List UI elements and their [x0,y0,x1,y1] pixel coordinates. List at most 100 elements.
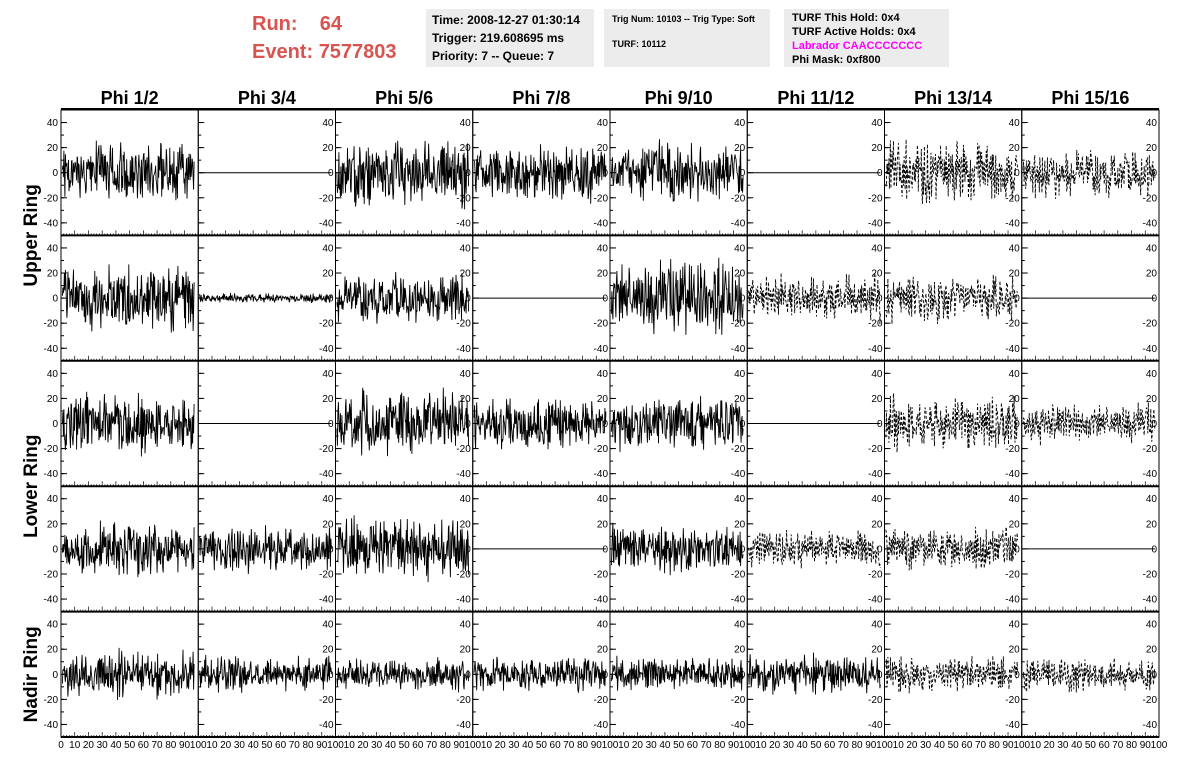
y-tick-label: 0 [1151,419,1157,430]
y-tick-label: -20 [44,569,59,580]
x-tick-label: 80 [851,740,863,751]
waveform-trace [610,395,744,453]
y-tick-label: -20 [731,193,746,204]
y-tick-label: 20 [597,645,609,656]
y-tick-label: 0 [877,168,883,179]
x-tick-label: 50 [673,740,685,751]
y-tick-label: 40 [1009,494,1021,505]
y-tick-label: 40 [47,494,59,505]
y-tick-label: 20 [322,394,334,405]
y-tick-label: -40 [319,469,334,480]
x-tick-label: 50 [261,740,273,751]
y-tick-label: 40 [322,243,334,254]
x-tick-label: 30 [783,740,795,751]
y-tick-label: -20 [594,444,609,455]
x-tick-label: 70 [838,740,850,751]
column-label: Phi 9/10 [645,88,713,108]
y-tick-label: 20 [47,519,59,530]
y-tick-label: 20 [597,394,609,405]
waveform-trace [61,140,195,201]
trigger-text: Trigger: 219.608695 ms [432,31,565,45]
y-tick-label: -40 [1005,218,1020,229]
y-tick-label: 40 [1009,620,1021,631]
turf-hold-text: TURF This Hold: 0x4 [792,12,900,24]
y-tick-label: 40 [597,243,609,254]
y-tick-label: 40 [47,369,59,380]
y-tick-label: -40 [868,720,883,731]
y-tick-label: 40 [1009,243,1021,254]
y-tick-label: -40 [1143,720,1158,731]
x-tick-label: 80 [440,740,452,751]
y-tick-label: -40 [1143,469,1158,480]
x-tick-label: 60 [412,740,424,751]
y-tick-label: 0 [1014,168,1020,179]
waveform-trace [885,655,1019,694]
y-tick-label: 40 [322,494,334,505]
y-tick-label: -40 [1143,595,1158,606]
x-tick-label: 50 [536,740,548,751]
y-tick-label: 20 [1146,143,1158,154]
x-tick-label: 100 [464,740,481,751]
y-tick-label: -20 [731,319,746,330]
y-tick-label: 20 [1146,645,1158,656]
y-tick-label: -40 [594,469,609,480]
y-tick-label: 0 [52,544,58,555]
y-tick-label: 40 [1009,369,1021,380]
x-tick-label: 40 [659,740,671,751]
y-tick-label: -20 [731,444,746,455]
waveform-trace [610,522,744,576]
y-tick-label: 40 [871,369,883,380]
y-tick-label: 20 [734,519,746,530]
y-tick-label: 0 [328,670,334,681]
x-tick-label: 100 [739,740,756,751]
y-tick-label: 40 [47,620,59,631]
y-tick-label: 0 [877,419,883,430]
y-tick-label: 20 [460,519,472,530]
y-tick-label: 40 [460,620,472,631]
y-tick-label: -40 [1005,595,1020,606]
x-tick-label: 100 [190,740,207,751]
event-label: Event: [252,41,314,63]
y-tick-label: 20 [47,269,59,280]
y-tick-label: 20 [1009,143,1021,154]
x-tick-label: 90 [591,740,603,751]
y-tick-label: 20 [322,519,334,530]
y-tick-label: 0 [52,670,58,681]
x-tick-label: 60 [961,740,973,751]
trigger-info-box: Trig Num: 10103 -- Trig Type: Soft TURF:… [604,9,770,67]
y-tick-label: -20 [1005,569,1020,580]
y-tick-label: 40 [460,369,472,380]
x-tick-label: 80 [577,740,589,751]
column-label: Phi 15/16 [1051,88,1129,108]
turf-info-box: TURF This Hold: 0x4 TURF Active Holds: 0… [784,9,949,67]
y-tick-label: -20 [456,193,471,204]
waveform-trace [748,652,881,695]
x-tick-label: 20 [83,740,95,751]
y-tick-label: 40 [1146,494,1158,505]
x-tick-label: 30 [97,740,109,751]
x-tick-label: 80 [989,740,1001,751]
y-tick-label: -40 [731,469,746,480]
y-tick-label: -20 [1143,569,1158,580]
y-tick-label: -20 [44,695,59,706]
y-tick-label: -20 [456,569,471,580]
column-label: Phi 13/14 [914,88,992,108]
y-tick-label: 40 [322,118,334,129]
y-tick-label: 0 [602,294,608,305]
x-tick-label: 70 [426,740,438,751]
waveform-trace [336,657,470,693]
x-tick-label: 10 [206,740,218,751]
run-row: Run: 64 [252,10,397,38]
